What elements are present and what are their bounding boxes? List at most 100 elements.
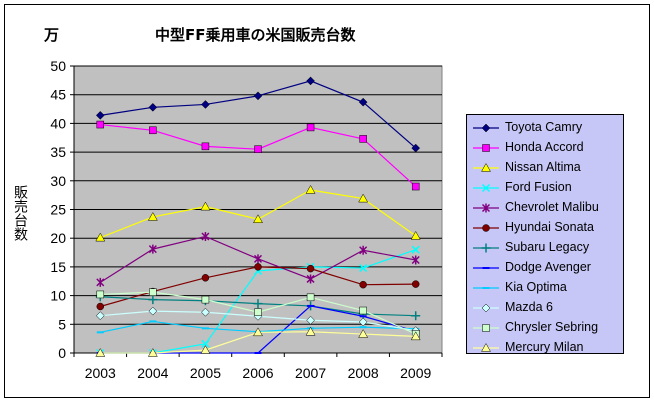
series-toyota-camry [95,76,421,153]
data-point [95,111,105,120]
data-point [201,295,210,304]
legend-item: Mazda 6 [467,298,623,318]
data-point [148,102,158,112]
data-point [148,306,158,316]
legend-label: Nissan Altima [505,160,581,174]
legend-marker [482,144,490,152]
legend-item: Chrysler Sebring [467,318,623,338]
data-point [358,317,368,327]
legend-label: Chevrolet Malibu [505,200,599,214]
data-point [201,307,210,317]
legend-swatch [473,243,499,253]
x-tick-label: 2009 [400,365,431,381]
data-point [359,280,367,289]
legend-item: Kia Optima [467,278,623,298]
data-point [96,120,105,129]
data-point [254,308,262,316]
data-point [306,76,315,86]
legend-label: Mazda 6 [505,300,553,314]
y-tick-label: 50 [50,58,66,74]
legend-marker [481,183,491,193]
data-point [305,184,316,194]
legend-label: Ford Fusion [505,180,572,194]
legend-label: Subaru Legacy [505,240,590,254]
y-tick-label: 25 [50,202,66,218]
data-point [411,280,420,288]
data-point [254,263,262,271]
data-point [253,254,263,264]
legend-swatch [473,123,499,133]
data-point [411,311,421,321]
legend-item: Mercury Milan [467,338,623,358]
y-tick-label: 15 [50,259,66,275]
data-point [96,277,105,287]
legend-marker [482,324,490,332]
data-point [147,347,158,357]
legend-swatch [473,203,499,213]
data-point [201,274,210,282]
series-chevrolet-malibu [96,231,420,287]
y-tick-label: 40 [50,115,66,131]
data-point [200,345,211,354]
data-point [96,302,105,311]
data-point [359,245,368,255]
data-point [358,97,368,107]
legend-marker [481,123,491,133]
data-point [148,295,158,305]
y-tick-label: 30 [50,173,66,189]
legend-marker [482,224,490,232]
data-point [411,255,420,265]
legend-swatch [473,287,499,289]
legend-item: Chevrolet Malibu [467,198,623,218]
legend-item: Subaru Legacy [467,238,623,258]
data-point [306,274,315,284]
y-tick-label: 20 [50,230,66,246]
data-point [410,331,421,341]
y-tick-label: 5 [58,316,66,332]
legend-label: Honda Accord [505,140,584,154]
data-point [147,211,158,221]
data-point [253,91,263,101]
data-point [95,232,106,242]
data-point [201,231,210,241]
legend-marker [481,303,491,313]
data-point [148,244,157,254]
data-point [306,293,315,302]
data-point [201,339,210,348]
x-tick-label: 2008 [348,365,379,381]
chart-legend: Toyota Camry Honda Accord Nissan Altima For… [466,114,624,354]
chart-title: 中型FF乗用車の米国販売台数 [155,26,356,44]
series-mazda-6 [95,306,421,335]
data-point [253,214,263,224]
legend-label: Toyota Camry [505,120,583,134]
data-point [305,326,316,336]
data-point [96,290,105,299]
y-tick-label: 45 [50,87,66,103]
data-point [306,123,315,132]
legend-swatch [473,303,499,313]
legend-marker [481,203,491,213]
data-point [149,126,157,135]
series-mercury-milan [95,326,421,357]
legend-item: Honda Accord [467,138,623,158]
data-point [254,145,262,153]
legend-marker [481,342,491,352]
legend-item: Hyundai Sonata [467,218,623,238]
x-tick-label: 2003 [85,365,116,381]
series-nissan-altima [95,184,421,242]
legend-label: Hyundai Sonata [505,220,594,234]
x-tick-label: 2005 [190,365,221,381]
data-point [95,347,106,357]
legend-label: Chrysler Sebring [505,320,599,334]
data-point [359,135,367,143]
legend-label: Mercury Milan [505,340,584,354]
x-tick-label: 2006 [242,365,273,381]
legend-item: Nissan Altima [467,158,623,178]
legend-swatch [473,324,499,332]
y-axis-label: 販売台数 [12,185,28,241]
legend-item: Toyota Camry [467,118,623,138]
data-point [358,193,369,203]
legend-label: Dodge Avenger [505,260,591,274]
data-point [253,299,263,309]
